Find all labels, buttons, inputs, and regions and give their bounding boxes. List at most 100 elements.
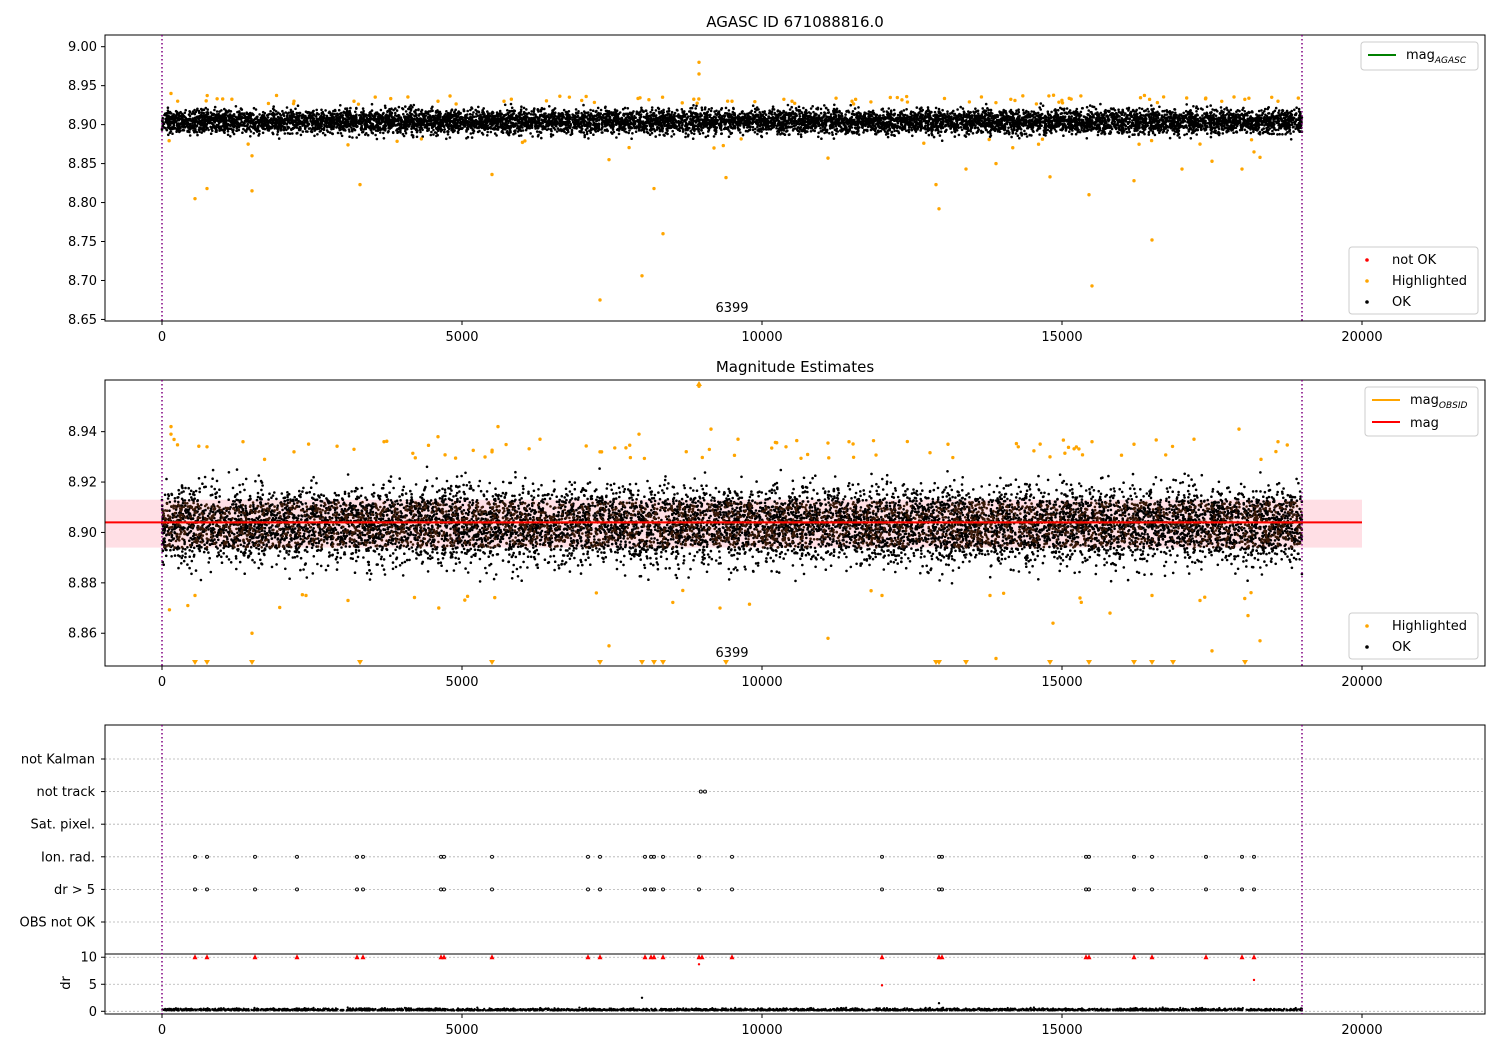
- ok-point: [1110, 127, 1114, 131]
- ok-point: [207, 128, 210, 132]
- ok-point: [788, 108, 792, 111]
- ok-point: [473, 126, 477, 129]
- ok-point: [1283, 113, 1287, 116]
- ok-point: [599, 108, 603, 112]
- ok-point: [1079, 110, 1083, 114]
- ok-point: [890, 133, 893, 137]
- ok-point: [1235, 130, 1238, 133]
- ok-point: [1221, 132, 1225, 135]
- ok-point: [510, 106, 514, 110]
- ok-point: [192, 112, 196, 115]
- ok-point: [1232, 131, 1235, 134]
- ok-point: [577, 110, 580, 113]
- ok-point: [1209, 104, 1212, 107]
- ok-point: [939, 130, 943, 133]
- ok-point: [691, 137, 695, 140]
- ok-point: [1206, 132, 1209, 135]
- ok-point: [946, 112, 949, 116]
- ok-point: [840, 114, 844, 118]
- ok-point: [1046, 128, 1050, 132]
- ok-point: [1247, 110, 1250, 114]
- ok-point: [272, 105, 276, 108]
- ok-point: [1140, 107, 1144, 111]
- ok-point: [1185, 132, 1189, 136]
- ok-point: [1085, 105, 1089, 109]
- ok-point: [650, 106, 654, 109]
- ok-point: [706, 134, 710, 138]
- ok-point: [1009, 108, 1013, 112]
- ok-point: [1209, 135, 1213, 139]
- ok-point: [281, 109, 284, 113]
- ok-point: [626, 107, 630, 110]
- ok-point: [670, 110, 674, 114]
- ok-point: [329, 113, 333, 117]
- ok-point: [1297, 107, 1301, 111]
- ok-point: [1065, 107, 1069, 110]
- ok-point: [1261, 131, 1265, 135]
- ok-point: [1189, 137, 1193, 140]
- ok-point: [1147, 130, 1151, 134]
- ok-point: [1094, 107, 1098, 111]
- ok-point: [277, 137, 281, 140]
- ok-point: [506, 109, 509, 112]
- ok-point: [303, 127, 307, 130]
- ok-point: [193, 108, 196, 112]
- ok-point: [739, 131, 742, 134]
- ok-point: [299, 133, 303, 137]
- ok-point: [1074, 132, 1078, 136]
- ok-point: [332, 109, 335, 113]
- ok-point: [797, 132, 800, 136]
- ok-point: [188, 134, 192, 137]
- ok-point: [767, 112, 771, 115]
- ok-point: [809, 130, 813, 133]
- ok-point: [269, 110, 272, 113]
- ok-point: [905, 108, 908, 111]
- ok-point: [355, 136, 359, 139]
- ok-point: [1088, 104, 1092, 107]
- ok-point: [1246, 125, 1249, 128]
- ok-point: [700, 108, 704, 112]
- ok-point: [927, 133, 931, 137]
- ok-point: [583, 133, 586, 137]
- ok-point: [1195, 110, 1198, 113]
- ok-point: [799, 135, 803, 139]
- ok-point: [394, 114, 397, 117]
- ok-point: [768, 109, 771, 112]
- ok-point: [285, 106, 289, 109]
- ok-point: [1211, 108, 1214, 111]
- ok-point: [1022, 112, 1026, 116]
- ok-point: [1124, 127, 1128, 131]
- ok-point: [445, 137, 448, 141]
- ok-point: [704, 106, 707, 109]
- ok-point: [469, 132, 473, 135]
- ok-point: [382, 131, 385, 135]
- ok-point: [1209, 132, 1213, 135]
- ok-point: [399, 131, 402, 134]
- ok-point: [795, 109, 798, 112]
- ok-point: [503, 103, 507, 107]
- ok-point: [672, 133, 676, 136]
- ok-point: [349, 106, 352, 110]
- ok-point: [960, 128, 964, 132]
- ok-point: [209, 132, 213, 135]
- ok-point: [489, 130, 493, 134]
- ok-point: [445, 110, 448, 113]
- ok-point: [650, 108, 654, 112]
- ok-point: [160, 128, 164, 131]
- ok-point: [1147, 133, 1151, 136]
- ok-point: [972, 110, 975, 114]
- panel-agasc-points: [160, 60, 1304, 302]
- ok-point: [955, 129, 959, 132]
- ok-point: [1293, 108, 1296, 112]
- ok-point: [470, 136, 474, 139]
- ok-point: [252, 106, 256, 110]
- ok-point: [184, 108, 187, 112]
- ok-point: [1068, 130, 1071, 133]
- ok-point: [1263, 115, 1266, 119]
- ok-point: [961, 107, 965, 110]
- ok-point: [387, 129, 390, 133]
- ok-point: [1099, 102, 1102, 106]
- ok-point: [200, 131, 203, 134]
- ok-point: [886, 135, 890, 139]
- ok-point: [1263, 110, 1266, 113]
